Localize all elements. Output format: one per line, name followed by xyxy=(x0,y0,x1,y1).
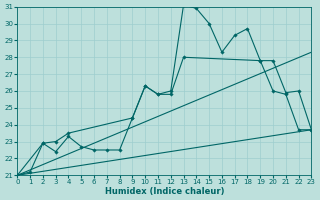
X-axis label: Humidex (Indice chaleur): Humidex (Indice chaleur) xyxy=(105,187,224,196)
